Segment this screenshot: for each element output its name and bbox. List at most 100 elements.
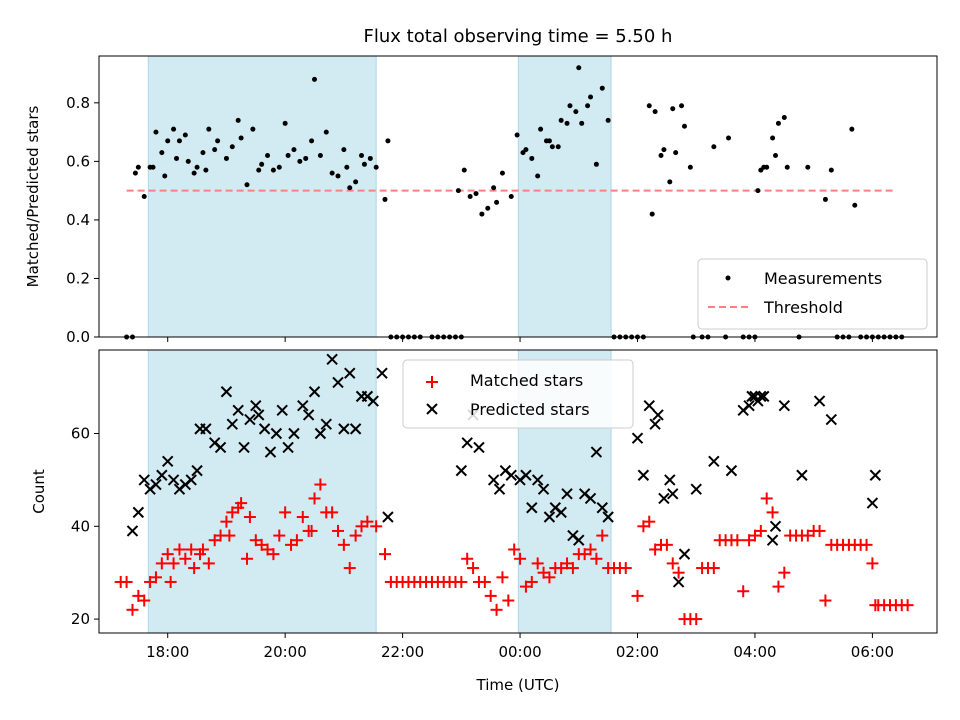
bottom-y-tick-label: 40 <box>71 517 90 535</box>
predicted-star-point <box>678 548 691 560</box>
measurement-point <box>711 144 717 150</box>
bottom-panel: 20 40 60 18:00 20:00 22:00 00:00 02:00 04:00 06:… <box>30 349 938 694</box>
measurement-point <box>191 170 197 176</box>
measurement-point <box>588 94 594 100</box>
measurement-point <box>265 153 271 159</box>
measurement-point <box>670 106 676 112</box>
matched-star-point <box>164 575 177 588</box>
matched-star-point <box>860 538 873 551</box>
matched-star-point <box>531 557 544 570</box>
matched-star-point <box>173 543 186 556</box>
measurement-point <box>852 202 858 208</box>
predicted-star-point <box>520 469 532 481</box>
measurement-point <box>681 123 687 129</box>
bottom-legend: Matched stars Predicted stars <box>402 359 634 429</box>
measurement-point <box>770 135 776 141</box>
matched-star-point <box>149 571 162 584</box>
measurement-point <box>755 188 761 194</box>
predicted-star-point <box>531 474 544 486</box>
x-tick-label: 04:00 <box>733 643 776 661</box>
predicted-star-point <box>367 395 379 407</box>
measurement-point <box>344 164 350 170</box>
measurement-point <box>564 120 570 126</box>
predicted-star-point <box>220 386 233 398</box>
x-tick-label: 02:00 <box>616 643 659 661</box>
predicted-star-point <box>332 376 344 389</box>
matched-star-point <box>543 571 556 584</box>
measurement-point <box>200 150 206 156</box>
measurement-point <box>494 199 500 205</box>
measurement-point <box>529 155 535 161</box>
matched-star-point <box>901 599 914 612</box>
predicted-star-point <box>308 386 321 398</box>
predicted-star-point <box>167 474 180 486</box>
predicted-star-point <box>150 478 162 491</box>
predicted-star-point <box>253 409 265 421</box>
measurement-point <box>194 164 200 170</box>
measurement-point <box>649 211 655 217</box>
measurement-point <box>259 161 265 167</box>
measurement-point <box>165 138 171 144</box>
predicted-star-point <box>258 423 271 435</box>
predicted-star-point <box>162 455 174 468</box>
measurement-point <box>159 150 165 156</box>
measurement-point <box>479 211 485 217</box>
measurement-point <box>223 155 229 161</box>
matched-star-point <box>296 511 309 524</box>
measurement-point <box>317 153 323 159</box>
matched-star-point <box>179 552 192 565</box>
predicted-star-point <box>584 492 597 505</box>
predicted-star-point <box>244 413 256 426</box>
measurement-point <box>461 167 467 173</box>
predicted-star-point <box>461 437 473 449</box>
predicted-star-point <box>555 506 567 519</box>
measurement-point <box>764 164 770 170</box>
bottom-legend-box <box>402 359 634 429</box>
matched-star-point <box>308 492 321 505</box>
measurement-point <box>593 161 599 167</box>
measurement-point <box>567 103 573 109</box>
predicted-star-point <box>649 418 661 430</box>
matched-star-point <box>666 557 679 570</box>
predicted-star-point <box>561 488 573 500</box>
measurement-point <box>329 170 335 176</box>
measurement-point <box>244 182 250 188</box>
predicted-star-point <box>543 511 556 523</box>
legend-measurements-label: Measurements <box>764 269 882 288</box>
measurement-point <box>297 158 303 164</box>
measurement-point <box>652 109 658 115</box>
predicted-star-point <box>708 455 720 468</box>
matched-star-point <box>631 589 644 602</box>
bottom-y-ticks: 20 40 60 <box>71 425 99 628</box>
predicted-star-point <box>672 576 685 588</box>
x-axis-label: Time (UTC) <box>476 676 560 694</box>
measurement-point <box>599 85 605 91</box>
predicted-star-point <box>869 469 882 481</box>
matched-star-point <box>731 534 744 547</box>
predicted-star-point <box>132 506 145 519</box>
matched-star-point <box>120 575 133 588</box>
predicted-star-point <box>473 441 485 454</box>
bottom-points-matched <box>114 478 914 626</box>
top-points <box>124 65 905 340</box>
matched-star-point <box>267 548 280 561</box>
top-legend: Measurements Threshold <box>697 258 928 330</box>
predicted-star-point <box>349 423 362 435</box>
predicted-star-point <box>825 413 838 426</box>
measurement-point <box>185 158 191 164</box>
measurement-point <box>176 138 182 144</box>
measurement-point <box>667 179 673 185</box>
matched-star-point <box>273 529 286 542</box>
predicted-star-point <box>338 423 350 435</box>
measurement-point <box>467 194 473 199</box>
measurement-point <box>141 194 147 199</box>
measurement-point <box>353 179 359 185</box>
measurement-point <box>491 185 497 191</box>
matched-star-point <box>370 520 383 533</box>
predicted-star-point <box>796 469 808 481</box>
measurement-point <box>285 153 291 159</box>
matched-star-point <box>690 613 703 626</box>
top-y-tick-label: 0.6 <box>66 152 90 170</box>
top-observing-window <box>147 55 377 338</box>
